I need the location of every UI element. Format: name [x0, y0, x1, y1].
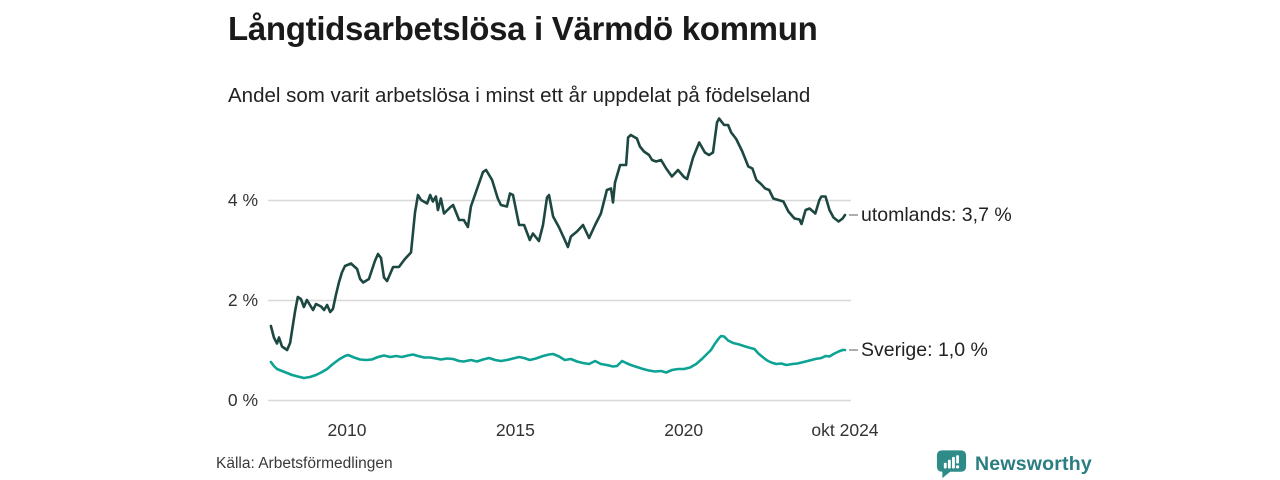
y-tick-label: 0 %: [227, 390, 258, 410]
x-tick-label: 2015: [495, 420, 535, 440]
y-tick-label: 2 %: [227, 290, 258, 310]
y-tick-label: 4 %: [227, 190, 258, 210]
series-label-utomlands: utomlands: 3,7 %: [861, 204, 1012, 226]
newsworthy-icon: [936, 450, 967, 479]
x-tick-label: okt 2024: [811, 420, 879, 440]
brand-logo: Newsworthy: [936, 449, 1092, 479]
series-label-sverige: Sverige: 1,0 %: [861, 339, 988, 361]
x-tick-label: 2010: [327, 420, 367, 440]
x-tick-label: 2020: [664, 420, 704, 440]
source-note: Källa: Arbetsförmedlingen: [216, 455, 393, 472]
chart-title: Långtidsarbetslösa i Värmdö kommun: [228, 10, 818, 47]
line-utomlands: [269, 117, 847, 352]
brand-name: Newsworthy: [975, 452, 1092, 475]
chart-subtitle: Andel som varit arbetslösa i minst ett å…: [228, 84, 811, 107]
line-sverige: [269, 334, 847, 380]
